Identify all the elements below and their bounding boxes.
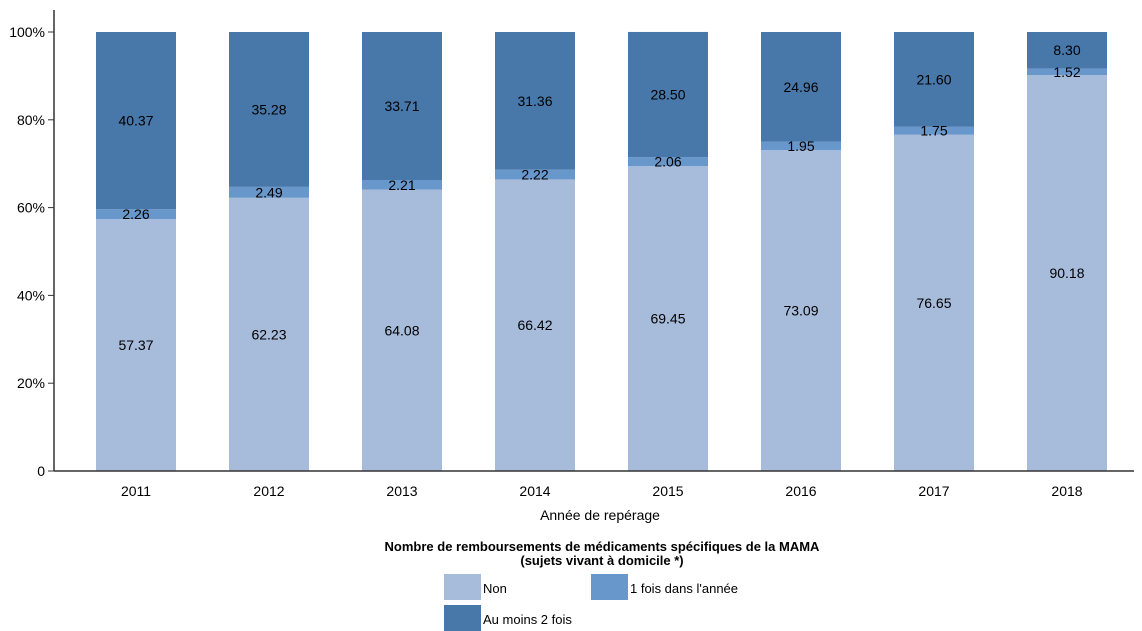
y-tick-label-60: 60% bbox=[17, 200, 45, 216]
data-label-2018-s0: 90.18 bbox=[1049, 265, 1084, 281]
bar-segment-2016-s1 bbox=[761, 141, 841, 151]
legend-title-line2: (sujets vivant à domicile *) bbox=[520, 553, 683, 568]
data-label-2013-s1: 2.21 bbox=[388, 177, 415, 193]
y-tick-label-100: 100% bbox=[9, 24, 45, 40]
data-label-2015-s1: 2.06 bbox=[654, 154, 681, 170]
data-label-2014-s2: 31.36 bbox=[517, 93, 552, 109]
data-label-2016-s0: 73.09 bbox=[783, 303, 818, 319]
bar-segment-2012-s2 bbox=[229, 32, 309, 187]
bar-segment-2017-s0 bbox=[894, 134, 974, 471]
data-label-2016-s2: 24.96 bbox=[783, 79, 818, 95]
bar-segment-2018-s0 bbox=[1027, 75, 1107, 471]
bar-segment-2016-s0 bbox=[761, 150, 841, 472]
bar-segment-2015-s0 bbox=[628, 166, 708, 471]
bar-segment-2014-s1 bbox=[495, 169, 575, 180]
data-label-2011-s0: 57.37 bbox=[118, 337, 153, 353]
bar-segment-2014-s0 bbox=[495, 179, 575, 471]
legend-label-1-fois: 1 fois dans l'année bbox=[630, 581, 738, 596]
bar-segment-2013-s2 bbox=[362, 32, 442, 180]
legend-title-line1: Nombre de remboursements de médicaments … bbox=[385, 539, 821, 554]
bar-segment-2017-s2 bbox=[894, 32, 974, 127]
bar-segment-2014-s2 bbox=[495, 32, 575, 170]
data-label-2012-s1: 2.49 bbox=[255, 184, 282, 200]
x-tick-label-2011: 2011 bbox=[121, 483, 151, 499]
legend-swatch-au-moins-2-fois bbox=[444, 605, 481, 631]
data-label-2015-s2: 28.50 bbox=[650, 87, 685, 103]
bar-segment-2013-s0 bbox=[362, 189, 442, 472]
bar-segment-2011-s0 bbox=[96, 219, 176, 471]
y-tick-label-40: 40% bbox=[17, 287, 45, 303]
legend-label-au-moins-2-fois: Au moins 2 fois bbox=[483, 612, 572, 627]
data-label-2013-s0: 64.08 bbox=[384, 322, 419, 338]
segment-labels-layer: 57.37 2.26 40.37 62.23 2.49 35.28 64.08 2.21 33.… bbox=[118, 42, 1084, 353]
x-tick-label-2013: 2013 bbox=[386, 483, 417, 499]
data-label-2012-s2: 35.28 bbox=[251, 101, 286, 117]
x-ticks-layer: 2011 2012 2013 2014 2015 2016 2017 2018 bbox=[121, 483, 1083, 499]
data-label-2011-s1: 2.26 bbox=[122, 206, 149, 222]
bar-segment-2016-s2 bbox=[761, 32, 841, 142]
axes-layer bbox=[53, 10, 1134, 472]
data-label-2012-s0: 62.23 bbox=[251, 326, 286, 342]
data-label-2016-s1: 1.95 bbox=[787, 138, 814, 154]
data-label-2018-s2: 8.30 bbox=[1053, 42, 1080, 58]
x-axis-title: Année de repérage bbox=[540, 507, 660, 523]
legend: Nombre de remboursements de médicaments … bbox=[385, 539, 821, 631]
bar-segment-2011-s2 bbox=[96, 32, 176, 210]
bar-segment-2015-s2 bbox=[628, 31, 708, 158]
x-tick-label-2015: 2015 bbox=[652, 483, 683, 499]
data-label-2017-s0: 76.65 bbox=[916, 295, 951, 311]
data-label-2017-s1: 1.75 bbox=[920, 123, 947, 139]
x-tick-label-2012: 2012 bbox=[253, 483, 284, 499]
bar-segment-2015-s1 bbox=[628, 157, 708, 167]
data-label-2015-s0: 69.45 bbox=[650, 311, 685, 327]
x-tick-label-2014: 2014 bbox=[519, 483, 550, 499]
data-label-2018-s1: 1.52 bbox=[1053, 64, 1080, 80]
legend-swatch-1-fois bbox=[591, 574, 628, 600]
bars-layer bbox=[96, 31, 1107, 472]
data-label-2013-s2: 33.71 bbox=[384, 98, 419, 114]
data-label-2011-s2: 40.37 bbox=[118, 113, 153, 129]
x-tick-label-2016: 2016 bbox=[785, 483, 816, 499]
x-tick-label-2017: 2017 bbox=[918, 483, 949, 499]
data-label-2014-s1: 2.22 bbox=[521, 167, 548, 183]
bar-segment-2011-s1 bbox=[96, 209, 176, 220]
y-tick-label-80: 80% bbox=[17, 112, 45, 128]
legend-swatch-non bbox=[444, 574, 481, 600]
bar-segment-2017-s1 bbox=[894, 126, 974, 135]
y-tick-label-0: 0 bbox=[37, 463, 45, 479]
legend-label-non: Non bbox=[483, 581, 507, 596]
data-label-2014-s0: 66.42 bbox=[517, 317, 552, 333]
bar-segment-2013-s1 bbox=[362, 179, 442, 190]
bar-segment-2018-s1 bbox=[1027, 68, 1107, 76]
bar-segment-2018-s2 bbox=[1027, 32, 1107, 69]
bar-segment-2012-s0 bbox=[229, 197, 309, 471]
bar-segment-2012-s1 bbox=[229, 186, 309, 198]
data-label-2017-s2: 21.60 bbox=[916, 71, 951, 87]
y-ticks-layer: 0 20% 40% 60% 80% 100% bbox=[9, 24, 54, 479]
y-tick-label-20: 20% bbox=[17, 375, 45, 391]
x-tick-label-2018: 2018 bbox=[1051, 483, 1082, 499]
